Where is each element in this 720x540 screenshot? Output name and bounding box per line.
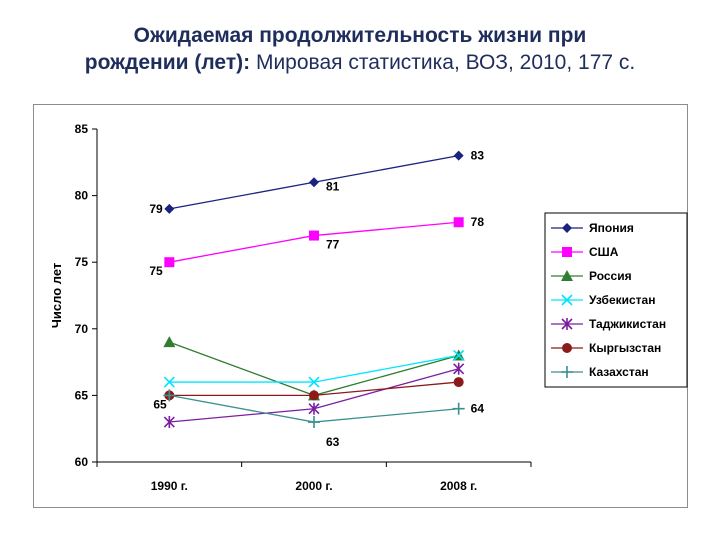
- data-point-marker: [309, 390, 319, 401]
- y-tick-label: 70: [75, 322, 89, 336]
- legend-swatch-marker: [562, 223, 572, 233]
- data-point-marker: [453, 349, 465, 362]
- data-point-marker: [308, 416, 320, 429]
- x-tick-label: 2008 г.: [440, 479, 477, 493]
- y-tick-label: 60: [75, 455, 89, 469]
- data-point-marker: [163, 336, 176, 348]
- series-line-2: [169, 221, 459, 263]
- data-point-marker: [163, 376, 175, 388]
- data-label: 81: [326, 179, 340, 193]
- legend-item-label: Кыргызстан: [589, 341, 661, 355]
- data-point-marker: [163, 416, 175, 429]
- title-line-1: Ожидаемая продолжительность жизни при: [0, 22, 720, 49]
- legend-swatch-marker: [561, 366, 573, 378]
- data-label: 63: [326, 435, 340, 449]
- data-point-marker: [308, 402, 320, 415]
- y-tick-label: 75: [75, 255, 89, 269]
- legend-item-label: Узбекистан: [589, 293, 655, 307]
- legend-swatch-marker: [561, 294, 573, 306]
- data-point-marker: [452, 402, 465, 415]
- data-point-marker: [309, 230, 319, 241]
- data-label: 64: [471, 402, 485, 416]
- data-point-marker: [453, 217, 464, 228]
- data-label: 77: [326, 238, 340, 252]
- series-line-3: [169, 341, 459, 397]
- title-line-2: рождении (лет): Мировая статистика, ВОЗ,…: [0, 49, 720, 76]
- data-label: 78: [471, 215, 485, 229]
- data-point-marker: [164, 257, 175, 268]
- legend-box: [544, 212, 688, 388]
- data-point-marker: [164, 203, 175, 214]
- y-tick-label: 65: [75, 388, 89, 402]
- legend-swatch-marker: [561, 270, 573, 281]
- y-axis-title: Число лет: [49, 263, 64, 329]
- slide-title: Ожидаемая продолжительность жизни при ро…: [0, 22, 720, 76]
- legend-item-label: Россия: [589, 269, 632, 283]
- legend-swatch-marker: [562, 343, 572, 353]
- data-label: 83: [471, 149, 485, 163]
- legend-item-label: Таджикистан: [589, 317, 666, 331]
- legend-swatch-marker: [562, 247, 572, 257]
- y-tick-label: 85: [75, 122, 89, 136]
- legend-item-label: Казахстан: [589, 365, 649, 379]
- x-tick-label: 1990 г.: [151, 479, 188, 493]
- data-point-marker: [308, 376, 320, 388]
- data-point-marker: [309, 177, 319, 188]
- data-point-marker: [453, 377, 464, 388]
- line-chart: 60 65 70 75 80 85 1990 г. 2000 г. 2008 г. Число л…: [49, 122, 688, 493]
- title-line-1-text: Ожидаемая продолжительность жизни при: [133, 24, 587, 47]
- chart-frame: 60 65 70 75 80 85 1990 г. 2000 г. 2008 г. Число л…: [33, 104, 688, 508]
- legend-item-label: Япония: [589, 221, 634, 235]
- title-line-2-rest: Мировая статистика, ВОЗ, 2010, 177 с.: [250, 51, 636, 74]
- legend-item-label: США: [589, 245, 619, 259]
- title-line-2-bold: рождении (лет):: [84, 51, 251, 74]
- data-point-marker: [163, 389, 176, 402]
- data-label: 75: [149, 264, 163, 278]
- data-point-marker: [453, 362, 465, 375]
- data-point-marker: [453, 150, 464, 161]
- data-label: 79: [149, 202, 163, 216]
- x-tick-label: 2000 г.: [295, 479, 332, 493]
- legend-swatch-marker: [561, 318, 573, 330]
- y-tick-label: 80: [75, 189, 89, 203]
- series-line-4: [169, 354, 459, 383]
- data-label: 65: [153, 397, 167, 411]
